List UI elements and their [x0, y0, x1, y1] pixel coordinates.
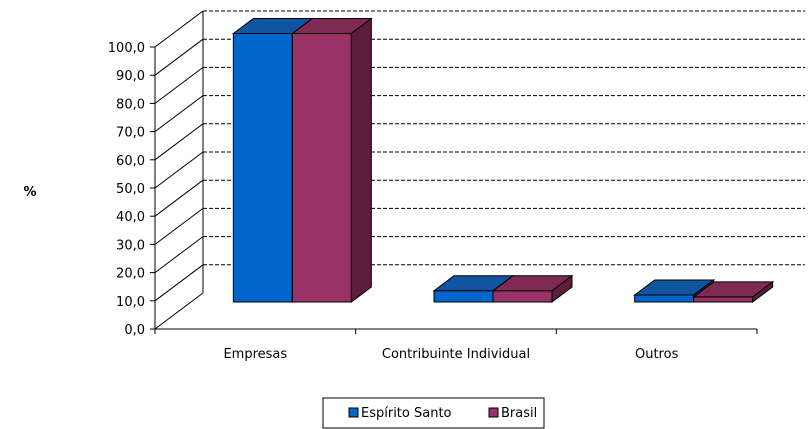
gridline-diagonal [154, 207, 204, 245]
gridline-diagonal [154, 95, 204, 133]
gridline-diagonal [154, 179, 204, 217]
legend-label: Espírito Santo [361, 406, 452, 421]
bar-front [693, 296, 754, 303]
y-tick-label: 20,0 [116, 267, 145, 282]
legend: Espírito Santo Brasil [322, 397, 545, 429]
bar-front [291, 33, 352, 303]
x-category-label: Empresas [223, 347, 287, 362]
legend-box [322, 397, 545, 429]
y-tick-label: 50,0 [116, 182, 145, 197]
bar-side [551, 274, 573, 303]
x-category-label: Outros [635, 347, 679, 362]
bar-front [492, 290, 553, 303]
y-tick-label: 40,0 [116, 210, 145, 225]
gridline-diagonal [154, 264, 204, 302]
y-tick-labels: 0,0 10,0 20,0 30,0 40,0 50,0 60,0 70,0 80,0 90,0 1… [108, 41, 145, 338]
gridline-diagonal [154, 292, 204, 330]
gridline-diagonal [154, 151, 204, 189]
gridline-diagonal [154, 123, 204, 161]
x-category-label: Contribuinte Individual [382, 347, 530, 362]
bar-front [634, 294, 695, 303]
legend-swatch [348, 407, 359, 418]
y-tick-label: 0,0 [124, 323, 145, 338]
y-tick-label: 100,0 [108, 41, 145, 56]
y-tick-label: 90,0 [116, 69, 145, 84]
legend-swatch [488, 407, 499, 418]
y-axis-label: % [23, 185, 36, 200]
y-tick-label: 70,0 [116, 126, 145, 141]
y-tick-label: 10,0 [116, 295, 145, 310]
x-category-labels: Empresas Contribuinte Individual Outros [223, 347, 678, 362]
gridlines [154, 10, 805, 330]
y-tick-label: 80,0 [116, 97, 145, 112]
bar-side [752, 280, 774, 303]
y-tick-label: 30,0 [116, 238, 145, 253]
legend-label: Brasil [501, 406, 537, 421]
bar-front [433, 290, 494, 303]
gridline-diagonal [154, 67, 204, 104]
gridline-diagonal [154, 10, 204, 48]
gridline-diagonal [154, 38, 204, 76]
bars [231, 17, 775, 303]
bar-side [350, 17, 372, 303]
bar-front [232, 33, 293, 303]
axes [150, 11, 758, 334]
gridline-diagonal [154, 236, 204, 274]
y-tick-label: 60,0 [116, 154, 145, 169]
